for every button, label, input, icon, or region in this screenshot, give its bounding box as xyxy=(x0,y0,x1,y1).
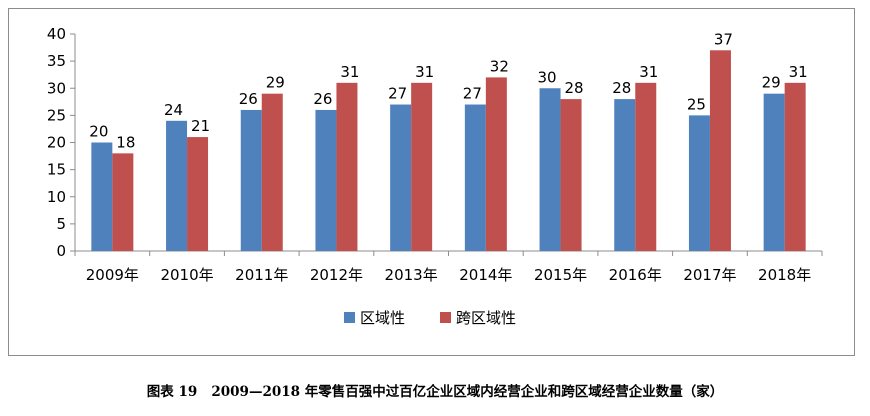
bar-regional xyxy=(240,109,262,251)
bar-regional xyxy=(539,88,561,251)
y-tick-label: 5 xyxy=(56,215,66,233)
bar-regional xyxy=(464,104,486,252)
bar-cross-regional xyxy=(635,82,657,251)
data-label: 31 xyxy=(415,63,434,81)
y-tick-label: 40 xyxy=(47,25,66,43)
bar-cross-regional xyxy=(784,82,806,251)
legend-swatch xyxy=(344,312,355,323)
caption-gap xyxy=(197,384,211,400)
data-label: 28 xyxy=(565,79,584,97)
data-label: 31 xyxy=(340,63,359,81)
data-label: 29 xyxy=(266,74,285,92)
bar-cross-regional xyxy=(112,153,134,251)
caption-text: 2009—2018 年零售百强中过百亿企业区域内经营企业和跨区域经营企业数量（家… xyxy=(211,384,724,400)
data-label: 18 xyxy=(116,133,135,151)
data-label: 20 xyxy=(89,123,108,141)
x-tick-label: 2018年 xyxy=(758,266,811,284)
figure-caption: 图表 19 2009—2018 年零售百强中过百亿企业区域内经营企业和跨区域经营… xyxy=(0,380,870,400)
bar-cross-regional xyxy=(336,82,358,251)
data-label: 27 xyxy=(463,85,482,103)
y-tick-label: 35 xyxy=(47,52,66,70)
x-tick-label: 2017年 xyxy=(683,266,736,284)
bar-regional xyxy=(763,93,785,251)
data-label: 31 xyxy=(639,63,658,81)
bar-regional xyxy=(315,109,337,251)
bar-regional xyxy=(614,99,636,251)
data-label: 25 xyxy=(687,95,706,113)
bar-regional xyxy=(688,115,710,251)
legend-swatch xyxy=(440,312,451,323)
legend-label: 跨区域性 xyxy=(456,309,516,327)
data-label: 29 xyxy=(762,74,781,92)
y-tick-label: 30 xyxy=(47,79,66,97)
bar-regional xyxy=(166,120,188,251)
x-tick-label: 2016年 xyxy=(609,266,662,284)
data-labels: 20 18 24 21 26 29 26 31 27 31 27 32 30 28 28 31 25 37 29 31 xyxy=(89,30,807,151)
data-label: 26 xyxy=(313,90,332,108)
bar-cross-regional xyxy=(709,50,731,252)
y-tick-label: 25 xyxy=(47,106,66,124)
x-tick-label: 2009年 xyxy=(86,266,139,284)
bar-cross-regional xyxy=(485,77,507,252)
y-tick-label: 15 xyxy=(47,161,66,179)
data-label: 32 xyxy=(490,57,509,75)
data-label: 21 xyxy=(191,117,210,135)
bars xyxy=(91,50,806,252)
data-label: 24 xyxy=(164,101,183,119)
caption-figure-label: 图表 19 xyxy=(146,384,198,400)
y-tick-label: 0 xyxy=(56,242,66,260)
bar-cross-regional xyxy=(261,93,283,251)
x-tick-label: 2015年 xyxy=(534,266,587,284)
bar-cross-regional xyxy=(187,137,209,251)
bar-cross-regional xyxy=(411,82,433,251)
x-tick-label: 2010年 xyxy=(160,266,213,284)
bar-cross-regional xyxy=(560,99,582,251)
bar-regional xyxy=(91,142,113,251)
data-label: 37 xyxy=(714,30,733,48)
x-tick-label: 2014年 xyxy=(459,266,512,284)
y-axis: 0 5 10 15 20 25 30 35 40 xyxy=(47,25,76,260)
legend-label: 区域性 xyxy=(360,309,405,327)
data-label: 27 xyxy=(388,85,407,103)
y-tick-label: 20 xyxy=(47,134,66,152)
y-tick-label: 10 xyxy=(47,188,66,206)
x-tick-label: 2011年 xyxy=(235,266,288,284)
legend: 区域性 跨区域性 xyxy=(344,309,516,327)
data-label: 28 xyxy=(612,79,631,97)
x-axis: 2009年 2010年 2011年 2012年 2013年 2014年 2015年 2016年… xyxy=(74,250,823,284)
data-label: 30 xyxy=(538,68,557,86)
data-label: 26 xyxy=(239,90,258,108)
data-label: 31 xyxy=(789,63,808,81)
x-tick-label: 2012年 xyxy=(310,266,363,284)
x-tick-label: 2013年 xyxy=(385,266,438,284)
bar-regional xyxy=(390,104,412,252)
